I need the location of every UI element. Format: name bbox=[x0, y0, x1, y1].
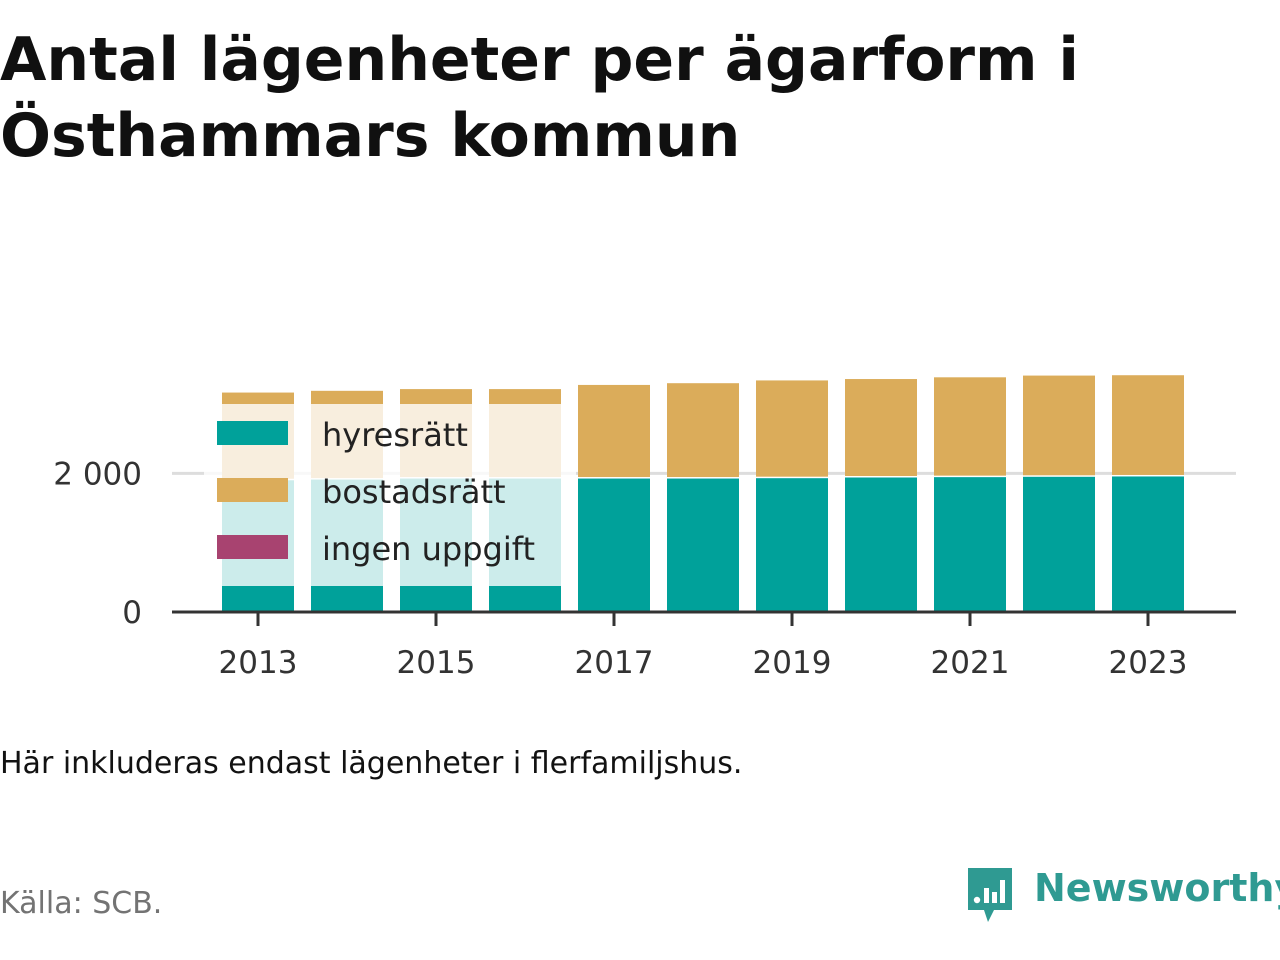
legend-label: ingen uppgift bbox=[322, 530, 535, 568]
bar-hyresrätt-2023 bbox=[1112, 476, 1184, 612]
axes: 0 2 000 2013 2015 2017 2019 2021 2023 bbox=[53, 456, 1236, 681]
bar-bostadsrätt-2022 bbox=[1023, 375, 1095, 476]
source-text: Källa: SCB. bbox=[0, 886, 163, 921]
chart-note: Här inkluderas endast lägenheter i flerf… bbox=[0, 746, 743, 781]
bar-hyresrätt-2019 bbox=[756, 478, 828, 612]
bar-bostadsrätt-2020 bbox=[845, 379, 917, 476]
legend: hyresrätt bostadsrätt ingen uppgift bbox=[204, 404, 576, 586]
x-tick-label: 2015 bbox=[397, 645, 476, 681]
bar-hyresrätt-2022 bbox=[1023, 476, 1095, 612]
y-tick-label: 2 000 bbox=[53, 456, 142, 492]
bar-hyresrätt-2017 bbox=[578, 478, 650, 612]
x-tick-label: 2017 bbox=[575, 645, 654, 681]
legend-label: hyresrätt bbox=[322, 416, 468, 454]
y-tick-label: 0 bbox=[122, 595, 142, 631]
bar-hyresrätt-2021 bbox=[934, 477, 1006, 612]
x-tick-label: 2023 bbox=[1109, 645, 1188, 681]
legend-swatch bbox=[217, 478, 288, 502]
brand-name: Newsworthy bbox=[1034, 866, 1280, 910]
bar-bostadsrätt-2017 bbox=[578, 384, 650, 478]
x-tick-label: 2019 bbox=[753, 645, 832, 681]
bar-hyresrätt-2018 bbox=[667, 478, 739, 612]
x-tick-label: 2021 bbox=[931, 645, 1010, 681]
legend-swatch bbox=[217, 535, 288, 559]
bar-hyresrätt-2020 bbox=[845, 477, 917, 612]
bar-bostadsrätt-2019 bbox=[756, 380, 828, 477]
legend-label: bostadsrätt bbox=[322, 473, 506, 511]
x-tick-label: 2013 bbox=[219, 645, 298, 681]
bar-bostadsrätt-2023 bbox=[1112, 375, 1184, 475]
chart-title: Antal lägenheter per ägarform i Östhamma… bbox=[0, 25, 1079, 171]
legend-swatch bbox=[217, 421, 288, 445]
newsworthy-logo-icon bbox=[968, 868, 1012, 922]
bar-chart: 0 2 000 2013 2015 2017 2019 2021 2023 hyresrätt… bbox=[53, 375, 1236, 681]
bar-bostadsrätt-2018 bbox=[667, 383, 739, 478]
bar-bostadsrätt-2021 bbox=[934, 377, 1006, 476]
